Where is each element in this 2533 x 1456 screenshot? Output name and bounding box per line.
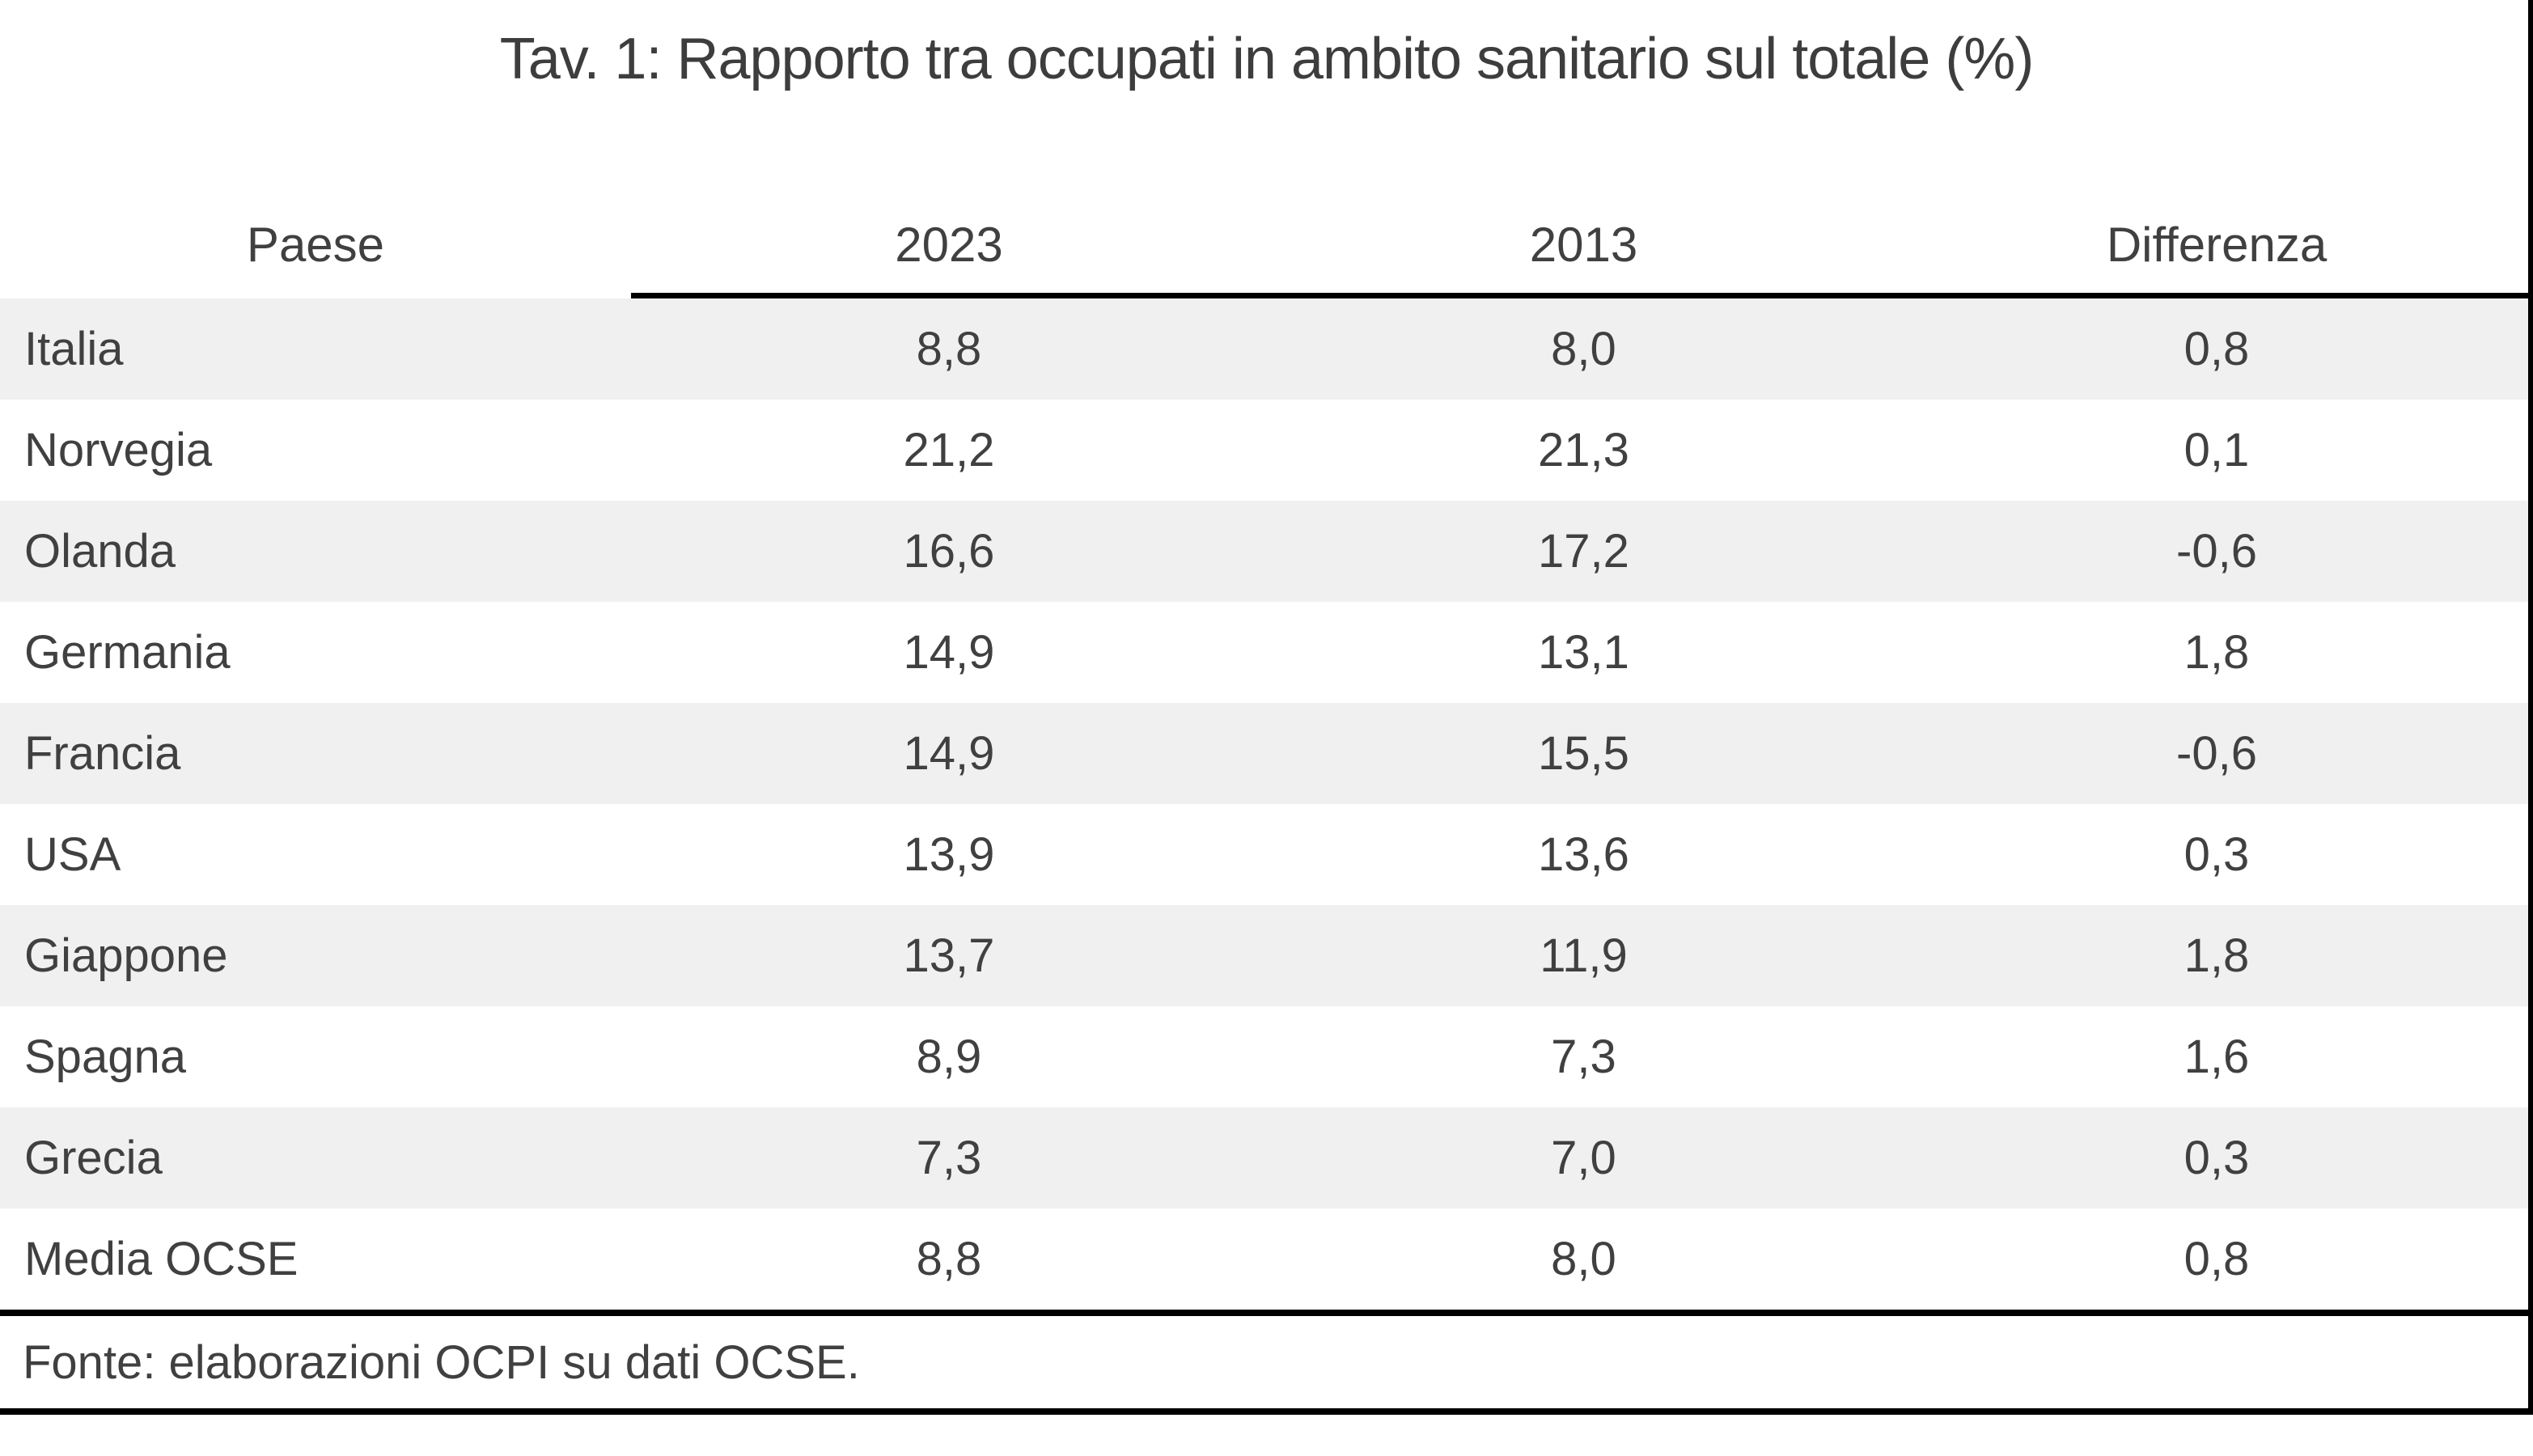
country-label: USA <box>24 828 121 881</box>
value-2023: 8,9 <box>916 1031 982 1083</box>
table-header-row: Paese 2023 2013 Differenza <box>0 197 2533 293</box>
value-diff: 0,3 <box>2184 828 2250 881</box>
table-row-francia: Francia 14,9 15,5 -0,6 <box>0 703 2533 804</box>
country-label: Giappone <box>24 929 228 982</box>
value-2013: 13,6 <box>1538 828 1629 881</box>
value-2023: 13,7 <box>903 929 995 982</box>
column-header-differenza: Differenza <box>2106 218 2328 272</box>
column-header-2023: 2023 <box>895 218 1003 272</box>
value-2013: 7,0 <box>1551 1132 1616 1184</box>
table-row-italia: Italia 8,8 8,0 0,8 <box>0 298 2533 400</box>
country-label: Grecia <box>24 1132 163 1184</box>
value-diff: 0,8 <box>2184 323 2250 375</box>
country-label: Norvegia <box>24 424 213 476</box>
value-2023: 14,9 <box>903 626 995 679</box>
right-border-line <box>2528 0 2533 1415</box>
value-diff: 1,6 <box>2184 1031 2250 1083</box>
column-header-paese: Paese <box>246 218 385 272</box>
table-row-spagna: Spagna 8,9 7,3 1,6 <box>0 1006 2533 1107</box>
value-2013: 17,2 <box>1538 525 1629 578</box>
value-diff: 1,8 <box>2184 626 2250 679</box>
source-note-row: Fonte: elaborazioni OCPI su dati OCSE. <box>0 1316 2533 1408</box>
value-2013: 8,0 <box>1551 323 1616 375</box>
country-label: Germania <box>24 626 231 679</box>
value-2023: 8,8 <box>916 1233 982 1285</box>
value-2013: 8,0 <box>1551 1233 1616 1285</box>
table-row-germania: Germania 14,9 13,1 1,8 <box>0 602 2533 703</box>
country-label: Francia <box>24 727 181 780</box>
table-row-grecia: Grecia 7,3 7,0 0,3 <box>0 1107 2533 1208</box>
column-header-2013: 2013 <box>1529 218 1638 272</box>
country-label: Italia <box>24 323 124 375</box>
table-row-olanda: Olanda 16,6 17,2 -0,6 <box>0 501 2533 602</box>
table-bottom-rule <box>0 1310 2533 1316</box>
country-label: Olanda <box>24 525 176 578</box>
value-2023: 16,6 <box>903 525 995 578</box>
figure-title: Tav. 1: Rapporto tra occupati in ambito … <box>499 27 2035 91</box>
value-2013: 13,1 <box>1538 626 1629 679</box>
country-label: Spagna <box>24 1031 186 1083</box>
table-row-media-ocse: Media OCSE 8,8 8,0 0,8 <box>0 1208 2533 1310</box>
header-underline <box>631 293 2533 298</box>
value-2023: 8,8 <box>916 323 982 375</box>
value-2023: 7,3 <box>916 1132 982 1184</box>
value-diff: 0,1 <box>2184 424 2250 476</box>
table-row-norvegia: Norvegia 21,2 21,3 0,1 <box>0 400 2533 501</box>
value-diff: 0,3 <box>2184 1132 2250 1184</box>
footer-bottom-rule <box>0 1408 2533 1415</box>
value-diff: 1,8 <box>2184 929 2250 982</box>
data-table: Paese 2023 2013 Differenza Italia 8,8 8,… <box>0 197 2533 1415</box>
value-2023: 21,2 <box>903 424 995 476</box>
value-2023: 13,9 <box>903 828 995 881</box>
value-diff: 0,8 <box>2184 1233 2250 1285</box>
table-row-usa: USA 13,9 13,6 0,3 <box>0 804 2533 905</box>
value-diff: -0,6 <box>2176 727 2257 780</box>
value-2023: 14,9 <box>903 727 995 780</box>
table-row-giappone: Giappone 13,7 11,9 1,8 <box>0 905 2533 1006</box>
country-label: Media OCSE <box>24 1233 299 1285</box>
value-2013: 11,9 <box>1540 929 1628 982</box>
value-2013: 21,3 <box>1538 424 1629 476</box>
source-note: Fonte: elaborazioni OCPI su dati OCSE. <box>23 1335 860 1389</box>
value-2013: 7,3 <box>1551 1031 1616 1083</box>
value-diff: -0,6 <box>2176 525 2257 578</box>
value-2013: 15,5 <box>1538 727 1629 780</box>
